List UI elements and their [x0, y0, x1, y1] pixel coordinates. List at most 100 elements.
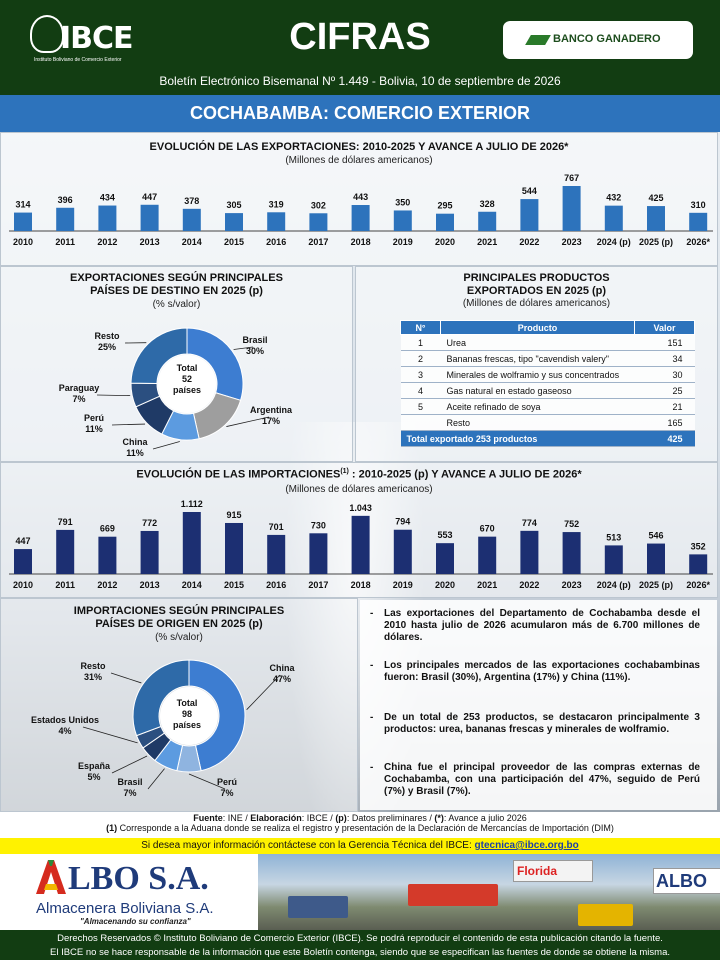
chart-bar [436, 543, 454, 574]
bar-value-label: 701 [269, 522, 284, 532]
bulletin-line: Boletín Electrónico Bisemanal Nº 1.449 -… [159, 74, 561, 88]
imports-title-b: : 2010-2025 (p) Y AVANCE A JULIO DE 2026… [348, 468, 582, 481]
pie-leader-line [188, 773, 226, 790]
row-number: 1 [400, 334, 441, 351]
pie-leader-line [96, 394, 131, 397]
col-value-header: Valor [634, 320, 695, 335]
bar-category-label: 2013 [140, 237, 160, 247]
export-dest-subtitle: (% s/valor) [152, 299, 201, 310]
row-value: 30 [634, 366, 695, 383]
imports-bar-chart: 447 2010 791 2011 669 2012 772 2013 1.112 2014 915… [9, 499, 713, 590]
bar-value-label: 730 [311, 520, 326, 530]
pie-leader-line [110, 672, 142, 684]
row-product: Minerales de wolframio y sus concentrado… [440, 366, 635, 383]
row-value: 25 [634, 382, 695, 399]
bar-value-label: 752 [564, 519, 579, 529]
note-item: Los principales mercados de las exportac… [370, 660, 700, 684]
bar-value-label: 352 [691, 541, 706, 551]
row-product: Gas natural en estado gaseoso [440, 382, 635, 399]
chart-bar [309, 533, 328, 574]
products-table: N° Producto Valor 1 Urea 151 2 Bananas fres… [400, 320, 695, 447]
exports-chart-title: EVOLUCIÓN DE LAS EXPORTACIONES: 2010-202… [149, 141, 569, 153]
chart-bar [140, 530, 159, 574]
bar-category-label: 2023 [562, 237, 582, 247]
exports-chart-panel: EVOLUCIÓN DE LAS EXPORTACIONES: 2010-202… [0, 132, 718, 266]
bar-value-label: 774 [522, 518, 537, 528]
forklift-image [578, 904, 633, 926]
bar-value-label: 791 [58, 517, 73, 527]
note-item: De un total de 253 productos, se destaca… [370, 712, 700, 736]
header-bar: IBCE Instituto Boliviano de Comercio Ext… [0, 0, 720, 95]
table-row: 2 Bananas frescas, tipo "cavendish valery… [400, 350, 695, 367]
pie-leader-line [233, 346, 254, 350]
ibce-globe-icon [30, 15, 64, 53]
pie-leader-line [152, 441, 180, 450]
source-footer: Fuente: INE / Elaboración: IBCE / (p): D… [0, 812, 720, 838]
row-value: 165 [634, 414, 695, 431]
summary-notes: Las exportaciones del Departamento de Co… [360, 600, 717, 810]
bar-value-label: 544 [522, 186, 537, 196]
products-title-1: PRINCIPALES PRODUCTOS [463, 272, 610, 284]
pie-slice-pct: 31% [84, 672, 102, 682]
chart-bar [98, 536, 117, 574]
pie-leader-line [226, 416, 270, 427]
bar-category-label: 2012 [97, 237, 117, 247]
bar-value-label: 302 [311, 200, 326, 210]
page-title: CIFRAS [289, 16, 431, 58]
pie-slice [132, 659, 190, 737]
container-image [288, 896, 348, 918]
products-subtitle: (Millones de dólares americanos) [462, 298, 611, 309]
pie-slice-pct: 11% [85, 424, 103, 434]
chart-bar [689, 554, 708, 574]
pie-slice-label: Brasil [117, 777, 142, 787]
pie-slice-pct: 17% [262, 416, 280, 426]
bar-value-label: 794 [395, 517, 410, 527]
imports-title-a: EVOLUCIÓN DE LAS IMPORTACIONES [136, 468, 341, 481]
copyright-bar: Derechos Reservados © Instituto Bolivian… [0, 930, 720, 960]
chart-bar [182, 208, 201, 231]
bar-category-label: 2015 [224, 580, 244, 590]
bar-value-label: 443 [353, 192, 368, 202]
bar-category-label: 2016 [266, 237, 286, 247]
chart-bar [604, 205, 623, 231]
chart-bar [351, 205, 370, 231]
chart-bar [562, 186, 581, 231]
contact-email-link[interactable]: gtecnica@ibce.org.bo [474, 840, 579, 851]
chart-bar [56, 207, 75, 231]
pie-slice-label: China [122, 437, 148, 447]
chart-bar [562, 532, 581, 574]
bar-value-label: 305 [226, 200, 241, 210]
bar-value-label: 1.112 [181, 499, 203, 509]
note-line: (1) Corresponde a la Aduana donde se rea… [106, 823, 614, 833]
bar-value-label: 513 [606, 532, 621, 542]
bar-category-label: 2015 [224, 237, 244, 247]
contact-text: Si desea mayor información contáctese co… [141, 840, 475, 851]
albo-advertisement[interactable]: LBO S.A. Almacenera Boliviana S.A. "Alma… [0, 854, 720, 930]
chart-bar [478, 536, 497, 574]
pie-slice-label: Resto [94, 331, 120, 341]
florida-sign: Florida [513, 860, 593, 882]
bar-value-label: 553 [437, 530, 452, 540]
export-pie-center-2: 52 [181, 374, 192, 384]
imports-chart-panel: EVOLUCIÓN DE LAS IMPORTACIONES(1) : 2010… [0, 462, 718, 598]
col-number-header: N° [400, 320, 441, 335]
imports-title-sup: (1) [340, 468, 349, 475]
copyright-line-2: El IBCE no se hace responsable de la inf… [49, 947, 670, 958]
col-product-header: Producto [440, 320, 635, 335]
bar-value-label: 546 [648, 531, 663, 541]
export-destinations-panel: EXPORTACIONES SEGÚN PRINCIPALES PAÍSES D… [0, 266, 353, 462]
banco-ganadero-logo[interactable]: BANCO GANADERO [503, 21, 693, 59]
bar-value-label: 425 [648, 193, 663, 203]
bar-category-label: 2025 (p) [639, 580, 673, 590]
pie-slice-pct: 7% [220, 788, 233, 798]
chart-bar [267, 212, 286, 231]
bar-category-label: 2020 [435, 237, 455, 247]
bar-category-label: 2018 [351, 580, 371, 590]
row-number: 5 [400, 398, 441, 415]
chart-bar [478, 211, 497, 231]
chart-bar [520, 530, 539, 574]
chart-bar [267, 534, 286, 574]
ibce-logo[interactable]: IBCE Instituto Boliviano de Comercio Ext… [30, 15, 134, 65]
bar-value-label: 378 [184, 196, 199, 206]
